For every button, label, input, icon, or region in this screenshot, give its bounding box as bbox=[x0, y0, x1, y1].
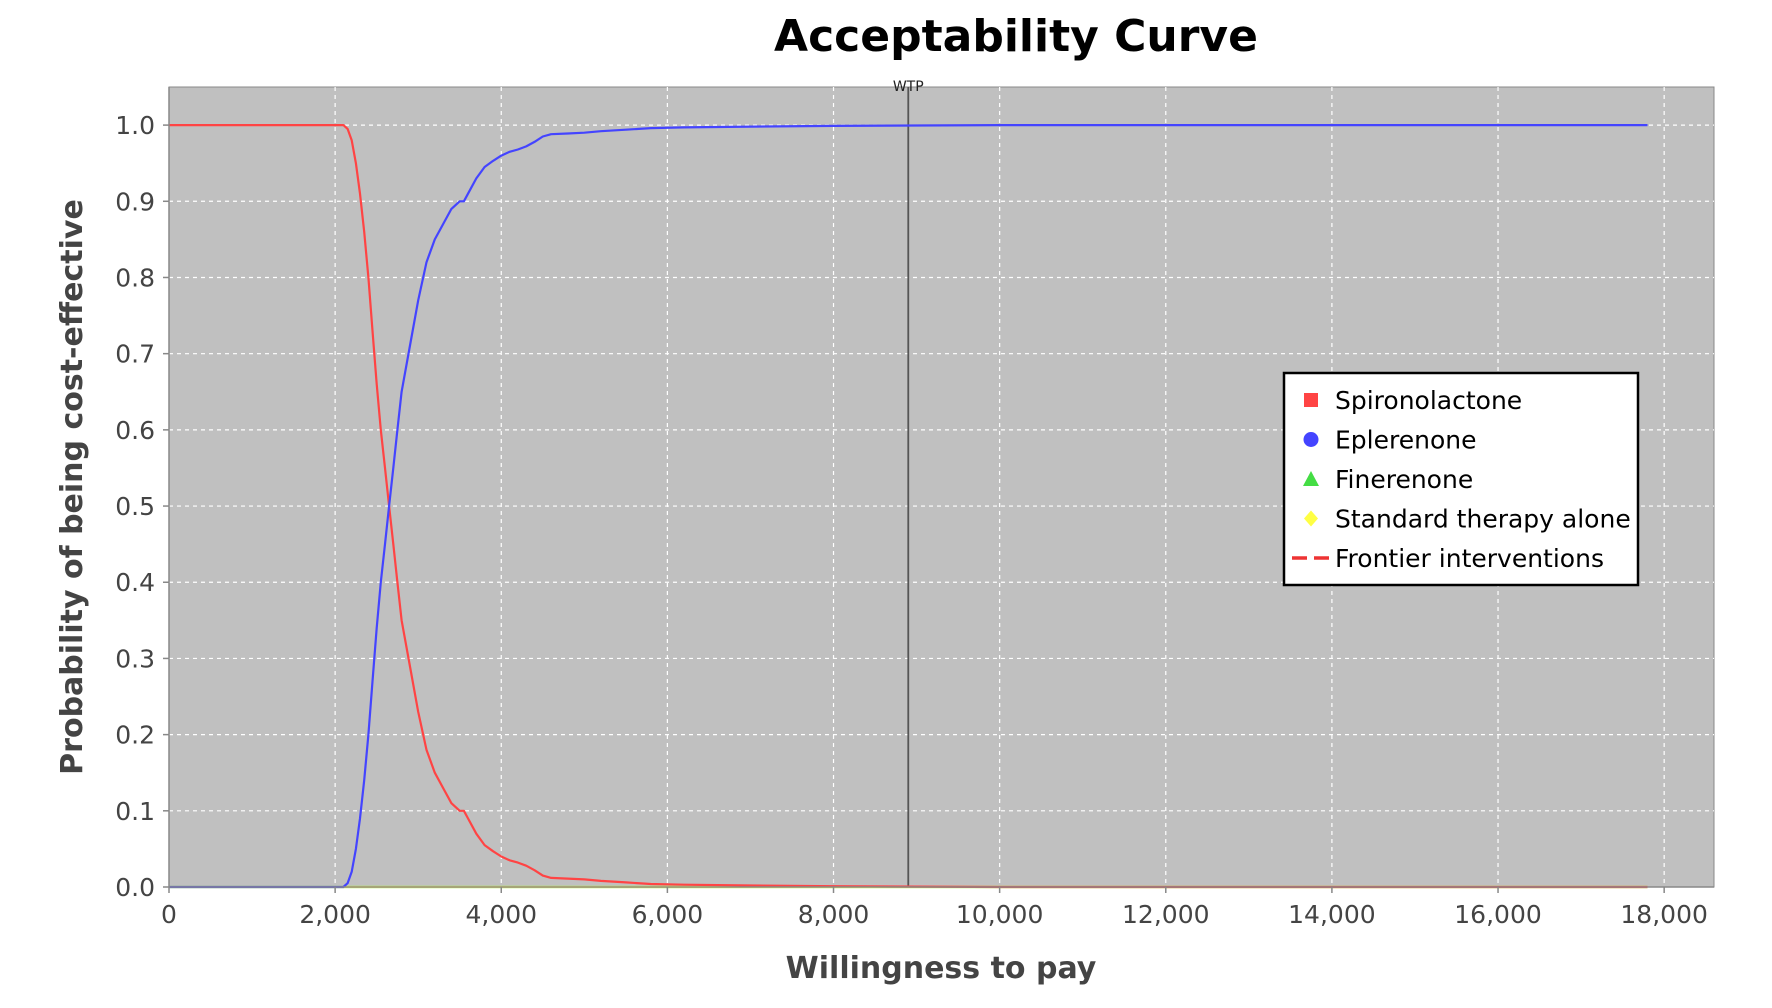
legend-label-eplerenone: Eplerenone bbox=[1335, 426, 1476, 455]
axes bbox=[163, 87, 1714, 893]
series-line-spironolactone bbox=[169, 123, 1648, 889]
legend-box bbox=[1282, 371, 1640, 587]
x-tick-label: 0 bbox=[161, 900, 177, 929]
x-axis-label: Willingness to pay bbox=[786, 951, 1097, 986]
y-tick-label: 0.8 bbox=[115, 263, 155, 292]
wtp-marker: WTP bbox=[893, 79, 924, 887]
x-tick-label: 10,000 bbox=[956, 900, 1043, 929]
y-tick-label: 0.9 bbox=[115, 187, 155, 216]
x-tick-label: 6,000 bbox=[632, 900, 704, 929]
legend-items: Spironolactone Eplerenone Finerenone Standa… bbox=[1292, 386, 1631, 573]
legend-label-frontier-interventions: Frontier interventions bbox=[1335, 544, 1604, 573]
y-tick-label: 0.1 bbox=[115, 797, 155, 826]
legend-symbol-standard-therapy-alone bbox=[1304, 510, 1318, 527]
legend: Spironolactone Eplerenone Finerenone Standa… bbox=[1282, 371, 1640, 587]
y-axis-label: Probability of being cost-effective bbox=[55, 199, 90, 775]
x-tick-label: 14,000 bbox=[1288, 900, 1375, 929]
tick-labels: 0 2,000 4,000 6,000 8,000 10,000 12,000 14,000 1… bbox=[115, 111, 1708, 929]
chart-title: Acceptability Curve bbox=[774, 11, 1258, 62]
wtp-label: WTP bbox=[893, 79, 924, 95]
legend-symbol-finerenone bbox=[1303, 471, 1319, 486]
y-tick-label: 0.4 bbox=[115, 568, 155, 597]
legend-label-finerenone: Finerenone bbox=[1335, 465, 1473, 494]
y-tick-label: 0.3 bbox=[115, 644, 155, 673]
y-tick-label: 1.0 bbox=[115, 111, 155, 140]
x-tick-label: 8,000 bbox=[798, 900, 870, 929]
legend-symbol-spironolactone bbox=[1304, 393, 1318, 407]
y-tick-label: 0.5 bbox=[115, 492, 155, 521]
y-tick-label: 0.2 bbox=[115, 721, 155, 750]
x-tick-label: 2,000 bbox=[299, 900, 371, 929]
y-tick-label: 0.7 bbox=[115, 340, 155, 369]
series-line-eplerenone bbox=[169, 123, 1648, 889]
x-tick-label: 4,000 bbox=[465, 900, 537, 929]
legend-symbol-eplerenone bbox=[1303, 432, 1319, 447]
x-tick-label: 16,000 bbox=[1454, 900, 1541, 929]
y-tick-label: 0.6 bbox=[115, 416, 155, 445]
x-tick-label: 18,000 bbox=[1620, 900, 1707, 929]
legend-label-standard-therapy-alone: Standard therapy alone bbox=[1335, 505, 1631, 534]
legend-label-spironolactone: Spironolactone bbox=[1335, 386, 1522, 415]
y-tick-label: 0.0 bbox=[115, 873, 155, 902]
grid-lines bbox=[169, 87, 1714, 887]
x-tick-label: 12,000 bbox=[1122, 900, 1209, 929]
